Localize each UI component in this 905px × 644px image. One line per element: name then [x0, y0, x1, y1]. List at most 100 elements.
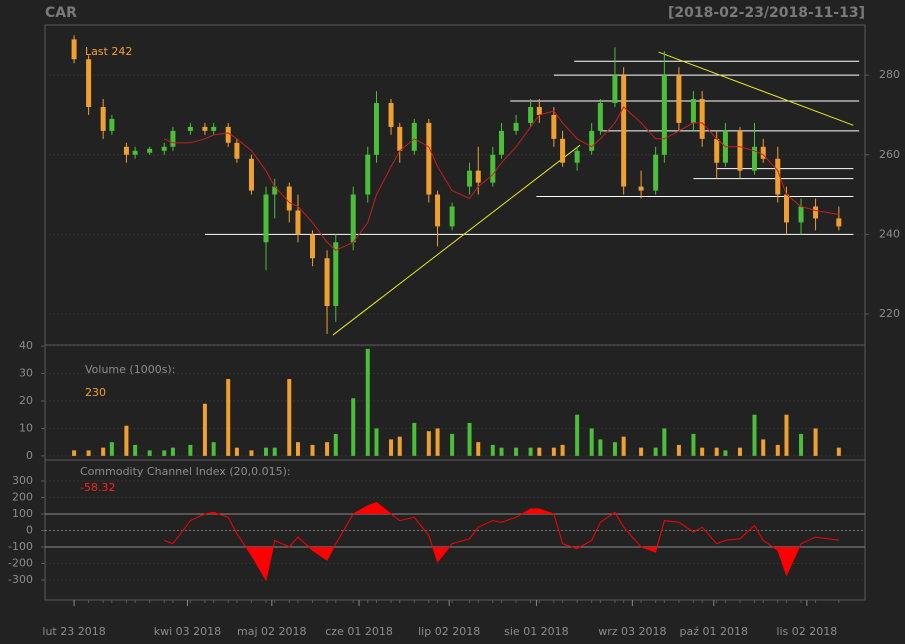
volume-bar	[397, 436, 402, 456]
volume-bar	[333, 433, 338, 456]
moving-average	[163, 106, 839, 251]
candle-body	[388, 103, 394, 127]
volume-bar	[412, 422, 417, 456]
candle-body	[86, 59, 92, 107]
candle-body	[449, 206, 455, 227]
candle-body	[295, 210, 301, 235]
candle-body	[752, 146, 758, 171]
y-tick-label: 30	[19, 367, 33, 380]
candle-body	[365, 154, 371, 195]
x-tick-label: lut 23 2018	[42, 625, 105, 638]
volume-bar	[435, 428, 440, 456]
y-tick-label: 200	[12, 490, 33, 503]
volume-bar	[450, 433, 455, 456]
x-tick-label: cze 01 2018	[325, 625, 393, 638]
candle-body	[621, 75, 627, 187]
volume-bar	[714, 447, 719, 456]
candle-body	[760, 146, 766, 159]
volume-bar	[188, 444, 193, 456]
chart-title: CAR	[45, 5, 77, 21]
volume-bar	[109, 442, 114, 456]
volume-label: Volume (1000s):	[85, 363, 175, 376]
volume-bar	[310, 444, 315, 456]
y-tick-label: 0	[26, 523, 33, 536]
volume-bar	[72, 450, 77, 456]
candle-body	[109, 118, 115, 131]
volume-bar	[287, 379, 292, 456]
y-tick-label: 240	[879, 227, 900, 240]
candle-body	[211, 126, 217, 131]
volume-bar	[621, 436, 626, 456]
candle-body	[170, 130, 176, 147]
volume-bar	[775, 444, 780, 456]
volume-bar	[476, 442, 481, 456]
candle-body	[737, 130, 743, 171]
volume-bar	[575, 414, 580, 456]
volume-bar	[514, 447, 519, 456]
x-tick-label: sie 01 2018	[504, 625, 569, 638]
volume-bar	[490, 444, 495, 456]
volume-bar	[202, 403, 207, 456]
candle-body	[536, 106, 542, 115]
candle-body	[333, 242, 339, 306]
candle-body	[612, 75, 618, 104]
last-label: Last 242	[85, 45, 132, 58]
candle-body	[783, 194, 789, 223]
volume-bar	[700, 447, 705, 456]
candle-body	[272, 186, 278, 195]
candle-body	[798, 206, 804, 223]
candle-body	[123, 146, 129, 155]
volume-bar	[537, 447, 542, 456]
candle-body	[560, 138, 566, 163]
candle-body	[597, 103, 603, 131]
candle-body	[676, 75, 682, 123]
volume-bar	[351, 398, 356, 456]
x-tick-label: paź 01 2018	[680, 625, 748, 638]
volume-bar	[263, 447, 268, 456]
volume-bar	[249, 450, 254, 456]
volume-bar	[560, 444, 565, 456]
cci-line	[164, 501, 839, 582]
candle-body	[661, 75, 667, 155]
candle-body	[100, 106, 106, 131]
volume-bar	[612, 442, 617, 456]
candle-body	[513, 122, 519, 131]
candle-body	[653, 154, 659, 191]
candle-body	[397, 126, 403, 151]
volume-bar	[226, 379, 231, 456]
volume-bar	[101, 447, 106, 456]
candle-body	[499, 130, 505, 155]
volume-bar	[723, 450, 728, 456]
x-tick-label: wrz 03 2018	[598, 625, 666, 638]
candle-body	[71, 39, 77, 60]
annotation-line	[332, 144, 581, 336]
y-tick-label: 220	[879, 307, 900, 320]
annotation-line	[658, 51, 854, 126]
candle-body	[551, 114, 557, 139]
volume-bar	[598, 439, 603, 456]
volume-bar	[374, 428, 379, 456]
volume-bar	[662, 428, 667, 456]
volume-bar	[467, 422, 472, 456]
candle-body	[286, 186, 292, 211]
x-tick-label: kwi 03 2018	[154, 625, 221, 638]
candle-body	[225, 126, 231, 143]
volume-last-label: 230	[85, 386, 106, 399]
volume-bar	[639, 447, 644, 456]
candle-body	[132, 150, 138, 155]
y-tick-label: -300	[8, 573, 33, 586]
volume-bar	[365, 348, 370, 456]
volume-bar	[589, 428, 594, 456]
y-tick-label: 280	[879, 68, 900, 81]
volume-bar	[234, 447, 239, 456]
candle-body	[202, 126, 208, 131]
volume-bar	[426, 431, 431, 456]
x-tick-label: lip 02 2018	[418, 625, 480, 638]
candle-body	[373, 103, 379, 155]
candle-body	[690, 99, 696, 123]
candle-body	[161, 146, 167, 151]
candle-body	[435, 194, 441, 227]
candle-body	[574, 150, 580, 163]
chart-subtitle: [2018-02-23/2018-11-13]	[668, 5, 865, 21]
